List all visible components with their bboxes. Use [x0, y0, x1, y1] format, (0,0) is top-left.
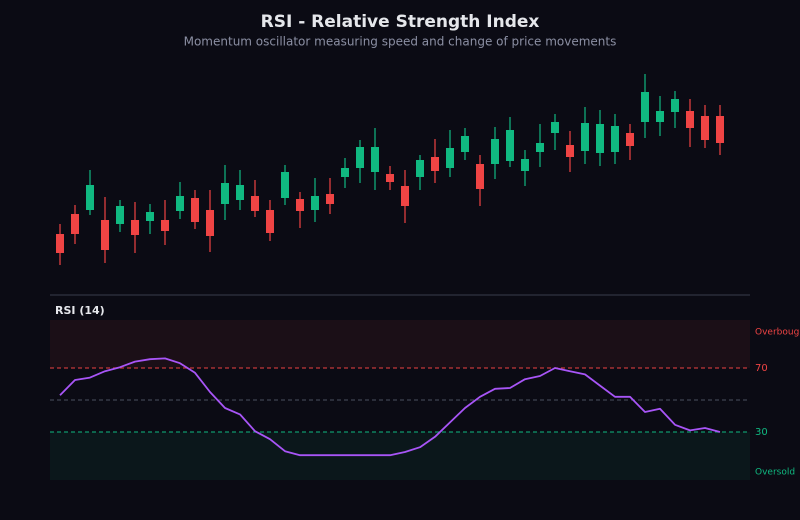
candle-body	[236, 185, 244, 200]
candle-body	[581, 123, 589, 151]
candle-body	[596, 124, 604, 153]
candle-body	[551, 122, 559, 133]
candle-body	[221, 183, 229, 204]
candle-body	[626, 133, 634, 146]
candle-body	[101, 220, 109, 250]
panel-title: RSI (14)	[55, 304, 105, 317]
candle-body	[371, 147, 379, 172]
candle-body	[401, 186, 409, 206]
candle-body	[671, 99, 679, 112]
candle-body	[86, 185, 94, 210]
candle-body	[266, 210, 274, 233]
candle-body	[716, 116, 724, 143]
rsi-line	[59, 357, 721, 457]
candle-body	[251, 196, 259, 211]
candle-body	[491, 139, 499, 164]
candle-body	[206, 210, 214, 236]
candle-body	[146, 212, 154, 221]
candle-body	[326, 194, 334, 204]
zone-label: Oversold	[755, 468, 795, 478]
chart-subtitle: Momentum oscillator measuring speed and …	[184, 35, 617, 49]
candle-body	[656, 111, 664, 122]
candle-body	[56, 234, 64, 253]
candle-body	[386, 174, 394, 182]
candle-body	[536, 143, 544, 152]
candle-body	[161, 220, 169, 231]
y-tick-label: 30	[755, 427, 768, 438]
candle-body	[611, 126, 619, 152]
candle-body	[311, 196, 319, 210]
zone-label: Overbought	[755, 328, 800, 338]
zone	[50, 432, 750, 480]
candle-body	[131, 220, 139, 235]
candle-body	[446, 148, 454, 168]
candle-body	[566, 145, 574, 157]
chart-title: RSI - Relative Strength Index	[261, 12, 540, 32]
candle-body	[521, 159, 529, 171]
candle-body	[116, 206, 124, 224]
candle-body	[191, 198, 199, 222]
candle-body	[281, 172, 289, 198]
candle-body	[641, 92, 649, 122]
candle-body	[341, 168, 349, 177]
y-tick-label: 70	[755, 363, 768, 374]
candle-body	[71, 214, 79, 234]
candle-body	[461, 136, 469, 152]
zone	[50, 320, 750, 368]
candle-body	[476, 164, 484, 189]
candle-body	[686, 111, 694, 128]
candle-body	[296, 199, 304, 211]
candle-body	[506, 130, 514, 161]
candle-body	[431, 157, 439, 171]
candle-body	[416, 160, 424, 177]
candle-body	[701, 116, 709, 140]
candle-body	[356, 147, 364, 168]
candle-body	[176, 196, 184, 211]
